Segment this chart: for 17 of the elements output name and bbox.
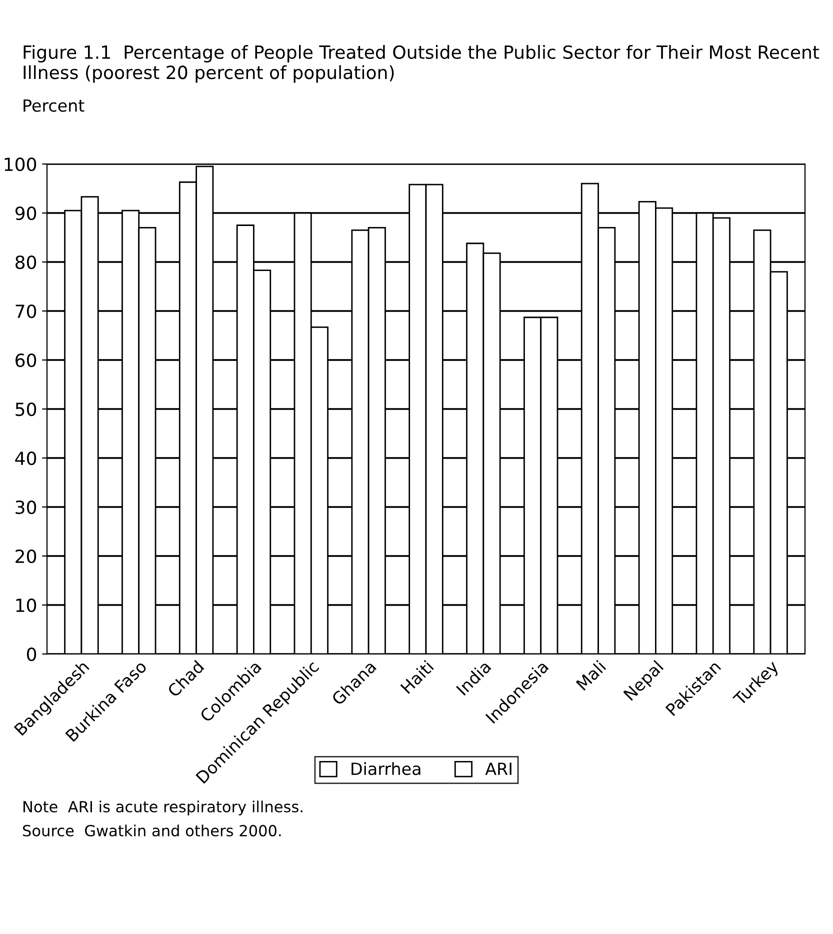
y-tick-label: 100 [4, 157, 36, 172]
y-tick-label: 10 [16, 598, 36, 612]
y-axis-title: Percent [24, 99, 84, 112]
chart-title: Figure 1.1 Percentage of People Treated Outside the Public Sector for Their Most Recent Illness (poorest 20 percent of population) [24, 45, 820, 83]
y-tick-label: 70 [16, 304, 36, 318]
y-tick-label: 40 [15, 451, 36, 466]
legend-label: Diarrhea [352, 762, 420, 776]
text: Note ARI is acute respiratory illness. [24, 800, 302, 816]
y-tick-label: 0 [26, 647, 36, 662]
y-tick-label: 90 [15, 206, 36, 220]
y-tick-label: 80 [16, 255, 36, 270]
source-note: Source Gwatkin and others 2000. [23, 824, 281, 836]
y-tick-label: 50 [16, 402, 36, 416]
y-tick-label: 30 [16, 500, 36, 514]
legend-label: ARI [485, 762, 512, 775]
y-tick-label: 20 [16, 549, 36, 564]
y-tick-label: 60 [16, 353, 36, 368]
